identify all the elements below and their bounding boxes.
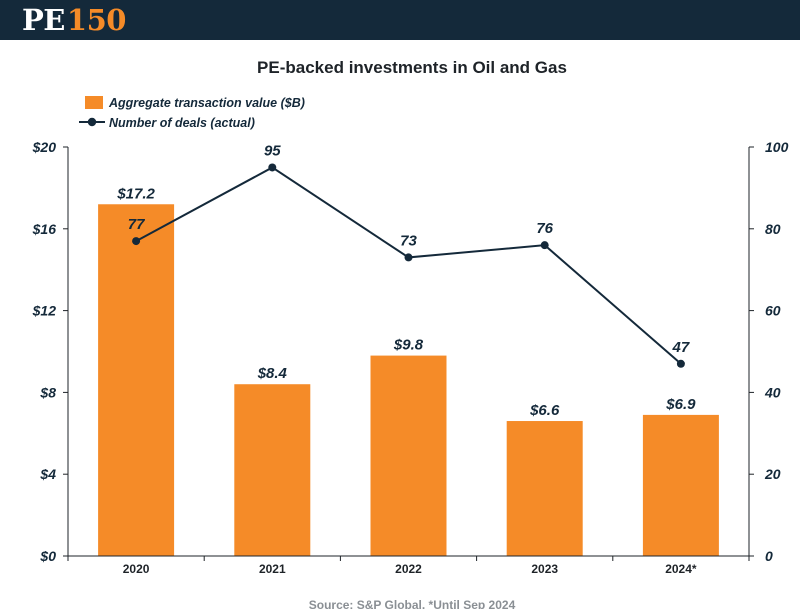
source-note: Source: S&P Global. *Until Sep 2024 xyxy=(309,598,516,609)
y-left-tick-label: $8 xyxy=(39,384,56,400)
y-left-tick-label: $16 xyxy=(32,221,57,237)
bar-value-label: $8.4 xyxy=(257,365,288,382)
bar-2022 xyxy=(370,355,447,556)
y-left-tick-label: $12 xyxy=(32,303,57,319)
bar-2021 xyxy=(234,384,311,556)
deals-value-label: 47 xyxy=(672,339,690,356)
y-left-tick-label: $20 xyxy=(32,139,57,155)
header-bar: PE150 xyxy=(0,0,800,40)
bar-value-label: $9.8 xyxy=(393,337,424,354)
y-right-tick-label: 80 xyxy=(765,221,781,237)
x-tick-label: 2022 xyxy=(395,562,422,576)
combo-chart: PE-backed investments in Oil and Gas Aggr… xyxy=(32,58,789,609)
y-right-tick-label: 40 xyxy=(764,384,781,400)
legend-swatch-bars xyxy=(85,96,103,109)
legend-label-bars: Aggregate transaction value ($B) xyxy=(108,96,305,110)
bar-value-label: $6.6 xyxy=(529,402,560,419)
deals-line xyxy=(135,166,682,365)
pe150-logo[interactable]: PE150 xyxy=(22,3,126,37)
deals-point-2022 xyxy=(404,253,413,262)
deals-value-label: 77 xyxy=(128,216,145,233)
bar-2020 xyxy=(98,204,175,556)
chart-title: PE-backed investments in Oil and Gas xyxy=(257,58,567,77)
logo-number-text: 150 xyxy=(66,3,127,37)
x-tick-label: 2023 xyxy=(531,562,558,576)
y-right-tick-label: 20 xyxy=(764,466,781,482)
deals-value-label: 76 xyxy=(536,220,553,237)
y-right-tick-label: 60 xyxy=(765,303,781,319)
deals-value-label: 95 xyxy=(264,142,281,159)
bar-value-label: $17.2 xyxy=(116,185,155,202)
bar-2023 xyxy=(506,421,583,556)
y-left-tick-label: $4 xyxy=(39,466,56,482)
y-right-tick-label: 100 xyxy=(765,139,789,155)
x-tick-label: 2020 xyxy=(123,562,150,576)
deals-point-2021 xyxy=(268,163,277,172)
x-tick-label: 2024* xyxy=(665,562,697,576)
bar-2024* xyxy=(642,414,719,556)
deals-point-2020 xyxy=(132,237,141,246)
x-tick-label: 2021 xyxy=(259,562,286,576)
logo-pe-text: PE xyxy=(22,3,65,37)
y-right-tick-label: 0 xyxy=(765,548,773,564)
bar-value-label: $6.9 xyxy=(665,396,696,413)
deals-value-label: 73 xyxy=(400,232,417,249)
y-left-tick-label: $0 xyxy=(39,548,56,564)
deals-point-2023 xyxy=(540,241,549,250)
legend-marker-deals xyxy=(87,117,97,127)
legend-label-deals: Number of deals (actual) xyxy=(109,116,255,130)
deals-point-2024* xyxy=(676,359,685,368)
